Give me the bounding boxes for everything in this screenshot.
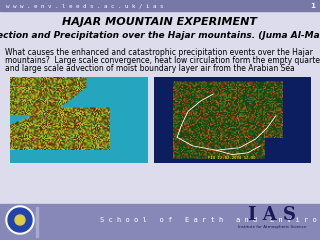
Circle shape (15, 215, 25, 225)
Bar (0, 204, 320, 240)
Text: What causes the enhanced and catastrophic precipitation events over the Hajar: What causes the enhanced and catastrophi… (5, 48, 313, 57)
Circle shape (8, 208, 32, 232)
Text: HAJAR MOUNTAIN EXPERIMENT: HAJAR MOUNTAIN EXPERIMENT (62, 17, 258, 27)
Bar (36, 207, 38, 237)
Bar (0, 0, 320, 11)
Circle shape (6, 206, 34, 234)
Text: and large scale advection of moist boundary layer air from the Arabian Sea: and large scale advection of moist bound… (5, 64, 295, 73)
Text: S c h o o l   o f   E a r t h   a n d   E n v i r o n m e n t: S c h o o l o f E a r t h a n d E n v i … (100, 217, 320, 223)
Text: w w w . e n v . l e e d s . a c . u k / i a s: w w w . e n v . l e e d s . a c . u k / … (6, 3, 164, 8)
Text: mountains?  Large scale convergence, heat low circulation form the empty quarter: mountains? Large scale convergence, heat… (5, 56, 320, 65)
Text: I A S: I A S (248, 206, 296, 224)
Text: FIG 12-02-2004 12-30: FIG 12-02-2004 12-30 (208, 156, 256, 160)
Text: Institute for Atmospheric Science: Institute for Atmospheric Science (238, 225, 306, 229)
Text: Convection and Precipitation over the Hajar mountains. (Juma Al-Maskari): Convection and Precipitation over the Ha… (0, 31, 320, 41)
Text: 1: 1 (310, 2, 315, 8)
